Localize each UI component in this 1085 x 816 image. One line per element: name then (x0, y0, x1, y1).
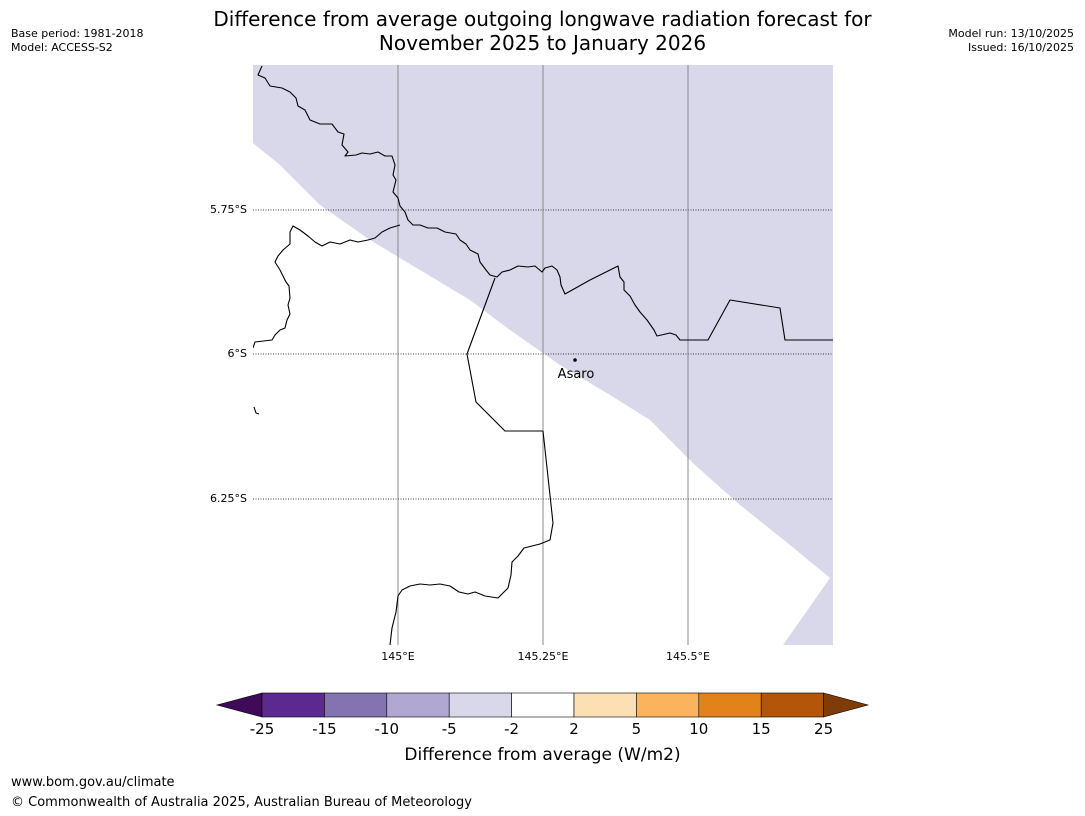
colorbar-swatch (698, 692, 762, 718)
title-line-1: Difference from average outgoing longwav… (213, 7, 872, 31)
colorbar-swatch (261, 692, 325, 718)
footer-url: www.bom.gov.au/climate (11, 775, 175, 790)
colorbar-swatch (324, 692, 388, 718)
colorbar-extend-low (215, 692, 263, 718)
meta-left: Base period: 1981-2018 Model: ACCESS-S2 (11, 27, 143, 55)
colorbar-tick-label: -25 (249, 720, 275, 738)
colorbar-tick-label: -5 (441, 720, 457, 738)
colorbar-swatch (511, 692, 575, 718)
colorbar-swatch (573, 692, 637, 718)
colorbar-tick-label: -15 (312, 720, 337, 738)
meta-right: Model run: 13/10/2025 Issued: 16/10/2025 (948, 27, 1074, 55)
lon-label-145: 145°E (381, 650, 414, 663)
boundary-central (389, 277, 554, 645)
title-line-2: November 2025 to January 2026 (378, 31, 707, 55)
model-run: Model run: 13/10/2025 (948, 27, 1074, 40)
colorbar-swatch (636, 692, 700, 718)
base-period: Base period: 1981-2018 (11, 27, 144, 40)
colorbar-title: Difference from average (W/m2) (404, 745, 681, 765)
model-name: Model: ACCESS-S2 (11, 41, 113, 54)
boundary-north (257, 65, 833, 341)
colorbar-swatch (760, 692, 824, 718)
map-title: Difference from average outgoing longwav… (0, 7, 1085, 55)
boundary-west (253, 224, 401, 349)
lat-label-5-75: 5.75°S (210, 203, 247, 216)
map-frame: Asaro (253, 65, 833, 645)
colorbar-swatch (448, 692, 512, 718)
province-boundaries (253, 65, 833, 645)
colorbar-swatch (386, 692, 450, 718)
colorbar-tick-label: -10 (374, 720, 400, 738)
colorbar-tick-label: 15 (751, 720, 771, 738)
lat-label-6: 6°S (228, 347, 247, 360)
boundary-fragment (253, 406, 260, 415)
colorbar (215, 692, 870, 718)
lon-label-145-25: 145.25°E (518, 650, 569, 663)
colorbar-extend-high (823, 692, 870, 718)
issued-date: Issued: 16/10/2025 (967, 41, 1074, 54)
footer-copyright: © Commonwealth of Australia 2025, Austra… (11, 795, 472, 810)
lat-label-6-25: 6.25°S (210, 492, 247, 505)
colorbar-tick-label: 2 (569, 720, 579, 738)
colorbar-tick-label: 25 (814, 720, 834, 738)
colorbar-tick-label: 5 (631, 720, 642, 738)
asaro-marker (573, 358, 577, 362)
colorbar-tick-label: 10 (689, 720, 709, 738)
lon-label-145-5: 145.5°E (666, 650, 710, 663)
colorbar-tick-label: -2 (504, 720, 520, 738)
asaro-label: Asaro (558, 367, 595, 382)
